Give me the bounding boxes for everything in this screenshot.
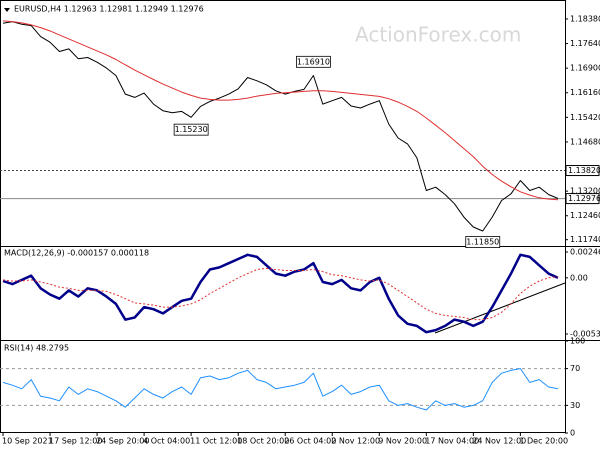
annotation-label: 1.16910 [297,57,330,66]
y-tick-label: 0.002469 [570,248,600,257]
x-tick-label: 17 Nov 04:00 [425,437,479,446]
x-tick-label: 4 Oct 04:00 [143,437,190,446]
y-tick-label: 1.17640 [570,39,600,48]
series-line [2,267,559,321]
rsi-title: RSI(14) 48.2795 [4,344,69,353]
series-line [2,368,559,411]
level-label: 1.12976 [568,194,600,203]
y-tick-label: 1.12460 [570,211,600,220]
y-tick-label: 1.18380 [570,14,600,23]
y-tick-label: 1.11740 [570,235,600,244]
level-label: 1.13820 [568,166,600,175]
y-tick-label: 1.14680 [570,137,600,146]
x-tick-label: 26 Oct 04:00 [284,437,336,446]
y-tick-label: 70 [570,364,580,373]
y-tick-label: 100 [570,337,585,346]
watermark: ActionForex.com [355,23,521,47]
y-tick-label: -0.005375 [570,329,600,338]
x-tick-label: 9 Nov 20:00 [378,437,427,446]
y-tick-label: 1.16160 [570,88,600,97]
annotation-label: 1.11850 [466,238,499,247]
level-label-box [565,193,600,205]
macd-title: MACD(12,26,9) -0.000157 0.000118 [4,249,149,258]
x-tick-label: 10 Sep 2021 [2,437,53,446]
x-tick-label: 1 Dec 20:00 [519,437,568,446]
x-tick-label: 18 Oct 20:00 [237,437,289,446]
y-tick-label: 1.15420 [570,113,600,122]
y-tick-label: 1.13200 [570,187,600,196]
annotation-box [465,236,501,248]
annotation-label: 1.15230 [175,125,208,134]
x-tick-label: 24 Nov 12:00 [472,437,526,446]
y-tick-label: 30 [570,401,580,410]
annotation-box [296,55,331,68]
trend-line [434,282,566,334]
annotation-box [173,123,209,136]
x-tick-label: 24 Sep 20:00 [96,437,149,446]
y-tick-label: 0 [570,429,575,438]
plot-border [0,0,566,433]
header-arrow [4,8,10,12]
level-label-box [565,165,600,177]
chart-title: EURUSD,H4 1.12963 1.12981 1.12949 1.1297… [14,5,204,14]
x-tick-label: 11 Oct 12:00 [190,437,242,446]
x-tick-label: 2 Nov 12:00 [331,437,380,446]
y-tick-label: 1.16900 [570,64,600,73]
series-line [2,21,559,232]
y-tick-label: 0.00 [570,273,588,282]
series-line [2,20,559,201]
x-tick-label: 17 Sep 12:00 [49,437,102,446]
